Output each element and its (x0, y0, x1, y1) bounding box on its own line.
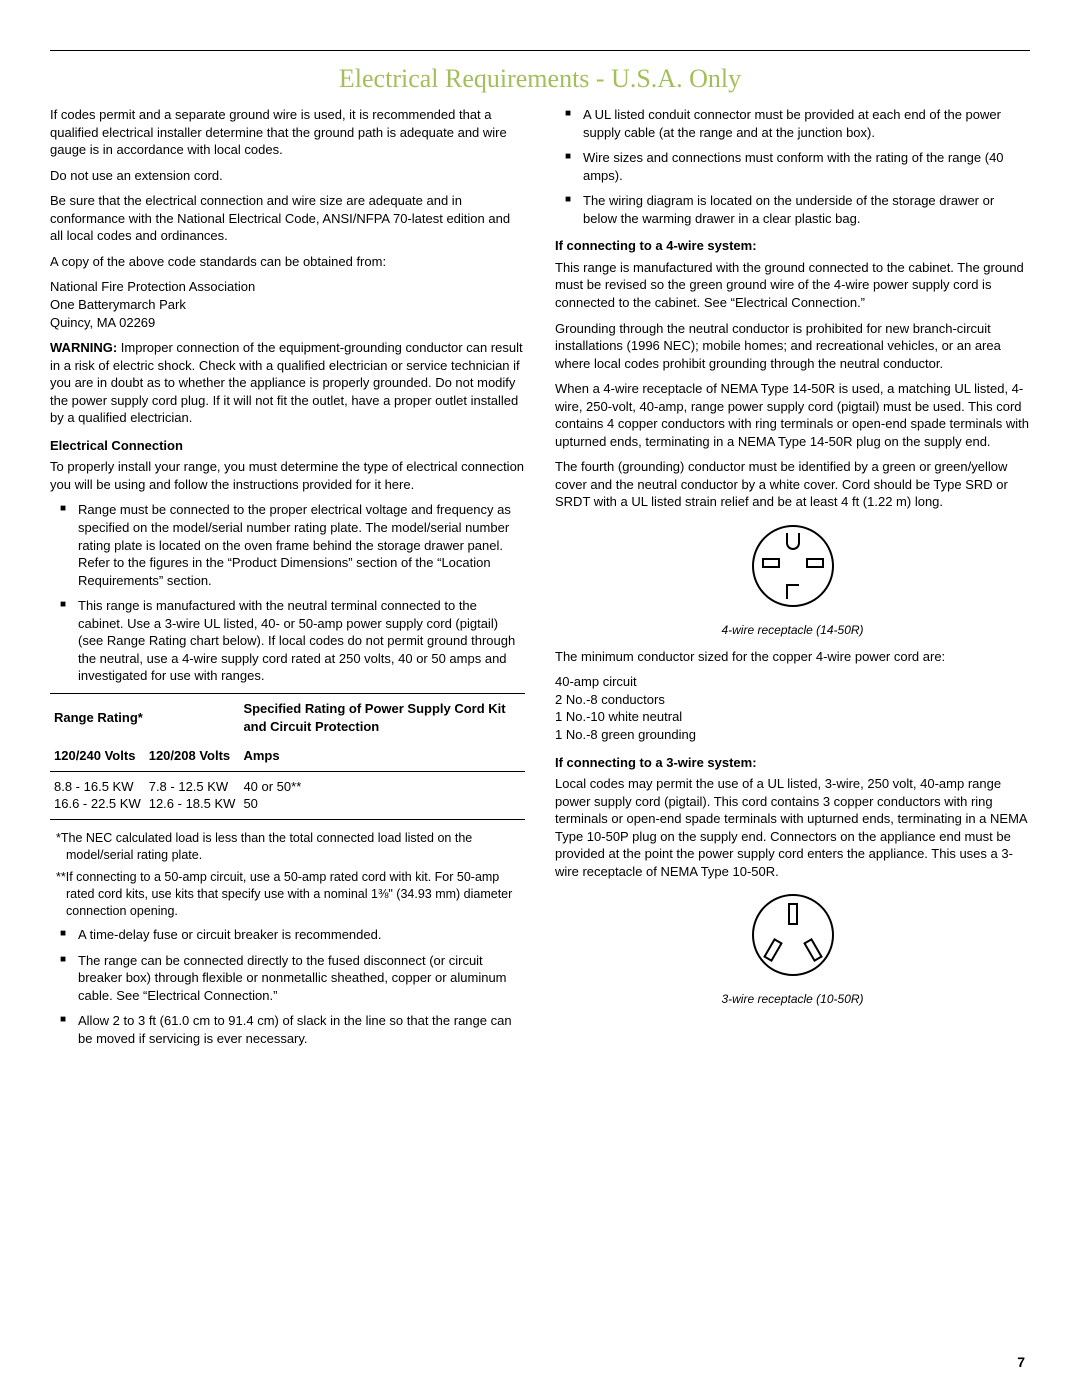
para: When a 4-wire receptacle of NEMA Type 14… (555, 380, 1030, 450)
right-column: A UL listed conduit connector must be pr… (555, 106, 1030, 1055)
para: Do not use an extension cord. (50, 167, 525, 185)
list-item: A UL listed conduit connector must be pr… (555, 106, 1030, 141)
receptacle-3wire-figure (555, 890, 1030, 985)
list-item: The range can be connected directly to t… (50, 952, 525, 1005)
table-header: Specified Rating of Power Supply Cord Ki… (239, 693, 525, 741)
table-subheader: 120/208 Volts (145, 741, 240, 771)
section-heading: If connecting to a 4-wire system: (555, 237, 1030, 255)
bullet-list: A UL listed conduit connector must be pr… (555, 106, 1030, 227)
figure-caption: 4-wire receptacle (14-50R) (555, 622, 1030, 638)
para: Grounding through the neutral conductor … (555, 320, 1030, 373)
spec-list: 40-amp circuit 2 No.-8 conductors 1 No.-… (555, 673, 1030, 743)
receptacle-4wire-figure (555, 521, 1030, 616)
figure-caption: 3-wire receptacle (10-50R) (555, 991, 1030, 1007)
addr-line: Quincy, MA 02269 (50, 315, 155, 330)
page-title: Electrical Requirements - U.S.A. Only (50, 61, 1030, 96)
list-item: Wire sizes and connections must conform … (555, 149, 1030, 184)
address: National Fire Protection Association One… (50, 278, 525, 331)
section-heading: If connecting to a 3-wire system: (555, 754, 1030, 772)
spec-line: 2 No.-8 conductors (555, 692, 665, 707)
two-column-layout: If codes permit and a separate ground wi… (50, 106, 1030, 1055)
para: Be sure that the electrical connection a… (50, 192, 525, 245)
table-cell: 40 or 50** 50 (239, 771, 525, 819)
table-cell: 7.8 - 12.5 KW 12.6 - 18.5 KW (145, 771, 240, 819)
page-number: 7 (1017, 1353, 1025, 1372)
list-item: The wiring diagram is located on the und… (555, 192, 1030, 227)
warning-para: WARNING: Improper connection of the equi… (50, 339, 525, 427)
left-column: If codes permit and a separate ground wi… (50, 106, 525, 1055)
para: The fourth (grounding) conductor must be… (555, 458, 1030, 511)
para: If codes permit and a separate ground wi… (50, 106, 525, 159)
table-subheader: Amps (239, 741, 525, 771)
spec-line: 40-amp circuit (555, 674, 637, 689)
spec-line: 1 No.-8 green grounding (555, 727, 696, 742)
list-item: Allow 2 to 3 ft (61.0 cm to 91.4 cm) of … (50, 1012, 525, 1047)
footnote: **If connecting to a 50-amp circuit, use… (50, 869, 525, 920)
section-heading: Electrical Connection (50, 437, 525, 455)
addr-line: One Batterymarch Park (50, 297, 186, 312)
nema-10-50r-icon (743, 890, 843, 980)
warning-label: WARNING: (50, 340, 117, 355)
table-header: Range Rating* (50, 693, 239, 741)
table-cell: 8.8 - 16.5 KW 16.6 - 22.5 KW (50, 771, 145, 819)
list-item: This range is manufactured with the neut… (50, 597, 525, 685)
range-rating-table: Range Rating* Specified Rating of Power … (50, 693, 525, 820)
list-item: A time-delay fuse or circuit breaker is … (50, 926, 525, 944)
table-subheader: 120/240 Volts (50, 741, 145, 771)
para: Local codes may permit the use of a UL l… (555, 775, 1030, 880)
list-item: Range must be connected to the proper el… (50, 501, 525, 589)
para: The minimum conductor sized for the copp… (555, 648, 1030, 666)
para: A copy of the above code standards can b… (50, 253, 525, 271)
para: This range is manufactured with the grou… (555, 259, 1030, 312)
spec-line: 1 No.-10 white neutral (555, 709, 682, 724)
top-rule (50, 50, 1030, 51)
nema-14-50r-icon (743, 521, 843, 611)
addr-line: National Fire Protection Association (50, 279, 255, 294)
footnote: *The NEC calculated load is less than th… (50, 830, 525, 864)
warning-text: Improper connection of the equipment-gro… (50, 340, 523, 425)
bullet-list: A time-delay fuse or circuit breaker is … (50, 926, 525, 1047)
bullet-list: Range must be connected to the proper el… (50, 501, 525, 684)
para: To properly install your range, you must… (50, 458, 525, 493)
